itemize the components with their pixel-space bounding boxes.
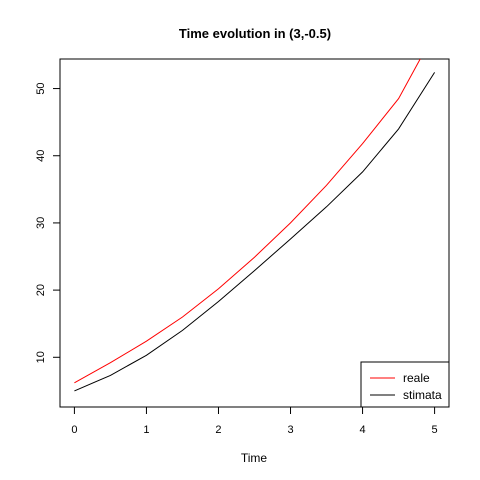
- plot-frame: [59, 58, 450, 408]
- legend-label-reale: reale: [403, 371, 430, 385]
- x-tick-label: 0: [71, 424, 77, 436]
- x-tick-label: 3: [287, 424, 293, 436]
- x-tick-label: 2: [215, 424, 221, 436]
- x-tick-label: 5: [432, 424, 438, 436]
- x-tick-label: 1: [143, 424, 149, 436]
- y-tick-label: 40: [35, 150, 47, 162]
- y-tick-label: 20: [35, 284, 47, 296]
- legend-box: [360, 361, 450, 408]
- chart-title: Time evolution in (3,-0.5): [179, 26, 331, 41]
- x-axis: 0 1 2 3 4 5: [71, 406, 438, 436]
- series-line-reale: [74, 59, 421, 384]
- legend-label-stimata: stimata: [403, 388, 442, 402]
- series-line-stimata: [74, 72, 436, 392]
- x-tick-label: 4: [359, 424, 365, 436]
- series-layer: [74, 59, 436, 392]
- y-tick-label: 10: [35, 351, 47, 363]
- x-axis-label: Time: [241, 451, 268, 465]
- y-tick-label: 50: [35, 82, 47, 94]
- y-axis: 10 20 30 40 50: [35, 82, 61, 363]
- legend: reale stimata: [360, 361, 450, 408]
- y-tick-label: 30: [35, 217, 47, 229]
